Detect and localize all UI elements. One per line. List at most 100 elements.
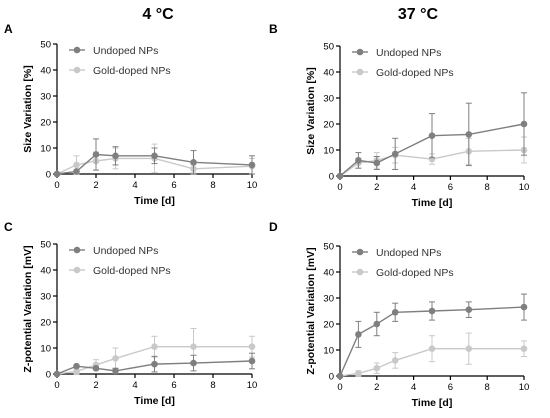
y-tick-label-b-30: 30 bbox=[323, 93, 334, 104]
x-tick-label-b-10: 10 bbox=[519, 182, 530, 193]
chart-c-zpotential-4c: 0 10 20 30 40 50 0 2 4 6 8 10 Time [d] Z-potential Va… bbox=[22, 239, 258, 407]
y-axis-title-c: Z-potential Variation [mV] bbox=[22, 245, 34, 372]
data-point-a-0-3 bbox=[112, 152, 119, 160]
data-point-c-1-1 bbox=[73, 368, 80, 375]
x-tick-label-a-10: 10 bbox=[247, 180, 258, 191]
data-point-b-0-5 bbox=[465, 131, 473, 138]
y-tick-label-b-10: 10 bbox=[323, 145, 334, 156]
x-tick-label-b-8: 8 bbox=[485, 182, 490, 193]
data-point-d-1-3 bbox=[391, 357, 399, 364]
x-tick-label-d-4: 4 bbox=[411, 382, 416, 393]
legend-entry-d-undoped: Undoped NPs bbox=[352, 247, 441, 259]
x-tick-label-d-10: 10 bbox=[519, 382, 530, 393]
legend-entry-c-gold-doped: Gold-doped NPs bbox=[69, 265, 171, 277]
data-point-b-0-3 bbox=[391, 150, 399, 158]
x-tick-label-b-2: 2 bbox=[374, 182, 379, 193]
x-tick-label-c-4: 4 bbox=[132, 380, 137, 391]
data-point-b-0-6 bbox=[520, 120, 528, 128]
y-tick-label-c-0: 0 bbox=[46, 369, 51, 380]
x-tick-label-c-8: 8 bbox=[210, 380, 215, 391]
y-tick-label-a-0: 0 bbox=[46, 169, 51, 180]
column-title-4c: 4 °C bbox=[142, 6, 174, 23]
data-point-d-1-6 bbox=[520, 345, 528, 352]
data-point-d-1-1 bbox=[355, 370, 362, 377]
data-point-c-1-6 bbox=[248, 343, 256, 350]
series-d-undoped bbox=[336, 293, 528, 380]
legend-marker-c-1 bbox=[73, 266, 81, 274]
data-point-a-0-1 bbox=[73, 168, 80, 175]
x-tick-label-b-6: 6 bbox=[448, 182, 453, 193]
legend-marker-d-1 bbox=[356, 268, 364, 276]
x-axis-title-c: Time [d] bbox=[134, 395, 175, 407]
series-c-undoped bbox=[53, 352, 256, 378]
data-point-c-1-3 bbox=[112, 355, 119, 362]
x-tick-label-a-6: 6 bbox=[171, 180, 176, 191]
x-tick-label-d-8: 8 bbox=[485, 382, 490, 393]
legend-marker-c-0 bbox=[73, 246, 81, 254]
legend-marker-d-0 bbox=[356, 248, 364, 256]
data-point-d-1-2 bbox=[373, 364, 381, 372]
data-point-d-1-5 bbox=[465, 345, 473, 352]
data-point-d-0-0 bbox=[336, 372, 344, 380]
x-tick-label-c-0: 0 bbox=[54, 380, 59, 391]
data-point-d-0-4 bbox=[428, 307, 436, 315]
series-a-undoped bbox=[53, 138, 256, 178]
legend-label-c-1: Gold-doped NPs bbox=[93, 265, 171, 277]
x-tick-label-c-10: 10 bbox=[247, 380, 258, 391]
y-tick-label-b-0: 0 bbox=[329, 171, 334, 182]
x-tick-label-d-0: 0 bbox=[337, 382, 342, 393]
legend-marker-b-0 bbox=[356, 48, 364, 56]
x-tick-label-d-2: 2 bbox=[374, 382, 379, 393]
legend-marker-a-1 bbox=[73, 66, 81, 74]
chart-b-size-37c: 0 10 20 30 40 50 0 2 4 6 8 10 Time [d] Size Variation… bbox=[305, 41, 530, 209]
y-tick-label-d-40: 40 bbox=[323, 267, 334, 278]
y-tick-label-c-10: 10 bbox=[40, 343, 51, 354]
data-point-c-0-2 bbox=[92, 364, 100, 372]
y-tick-label-c-20: 20 bbox=[40, 317, 51, 328]
x-tick-label-b-0: 0 bbox=[337, 182, 342, 193]
data-point-a-0-0 bbox=[53, 170, 61, 178]
y-axis-title-d: Z-potential Variation [mV] bbox=[305, 247, 317, 374]
data-point-b-0-0 bbox=[336, 172, 344, 180]
legend-marker-a-0 bbox=[73, 46, 81, 54]
data-point-d-0-3 bbox=[391, 309, 399, 316]
data-point-c-0-0 bbox=[53, 370, 61, 378]
y-axis-title-b: Size Variation [%] bbox=[305, 67, 317, 155]
data-point-c-1-5 bbox=[190, 343, 197, 350]
x-tick-label-a-8: 8 bbox=[210, 180, 215, 191]
y-tick-label-a-20: 20 bbox=[40, 117, 51, 128]
x-tick-label-d-6: 6 bbox=[448, 382, 453, 393]
legend-entry-a-gold-doped: Gold-doped NPs bbox=[69, 65, 171, 77]
data-point-d-0-2 bbox=[373, 320, 381, 328]
panel-letter-a: A bbox=[4, 22, 13, 36]
x-axis-title-d: Time [d] bbox=[412, 397, 453, 409]
y-axis-title-a: Size Variation [%] bbox=[22, 65, 34, 153]
y-tick-label-a-10: 10 bbox=[40, 143, 51, 154]
y-tick-label-b-40: 40 bbox=[323, 67, 334, 78]
data-point-c-0-4 bbox=[151, 360, 158, 368]
legend-entry-b-gold-doped: Gold-doped NPs bbox=[352, 67, 454, 79]
legend-label-b-0: Undoped NPs bbox=[376, 47, 441, 59]
data-point-d-0-6 bbox=[520, 303, 528, 311]
y-tick-label-a-30: 30 bbox=[40, 91, 51, 102]
panel-letter-d: D bbox=[269, 220, 278, 234]
y-tick-label-c-40: 40 bbox=[40, 265, 51, 276]
data-point-b-0-4 bbox=[428, 132, 436, 139]
data-point-d-0-5 bbox=[465, 306, 473, 313]
x-tick-label-c-2: 2 bbox=[93, 380, 98, 391]
legend-entry-b-undoped: Undoped NPs bbox=[352, 47, 441, 59]
data-point-b-0-2 bbox=[373, 159, 381, 167]
legend-label-b-1: Gold-doped NPs bbox=[376, 67, 454, 79]
y-tick-label-d-0: 0 bbox=[329, 371, 334, 382]
legend-marker-b-1 bbox=[356, 68, 364, 76]
data-point-c-0-3 bbox=[112, 367, 119, 375]
y-tick-label-d-50: 50 bbox=[323, 241, 334, 252]
y-tick-label-b-50: 50 bbox=[323, 41, 334, 52]
y-tick-label-a-50: 50 bbox=[40, 39, 51, 50]
legend-entry-d-gold-doped: Gold-doped NPs bbox=[352, 267, 454, 279]
x-tick-label-a-0: 0 bbox=[54, 180, 59, 191]
x-tick-label-b-4: 4 bbox=[411, 182, 416, 193]
panel-letter-b: B bbox=[269, 22, 278, 36]
panel-letter-c: C bbox=[4, 220, 13, 234]
y-tick-label-d-10: 10 bbox=[323, 345, 334, 356]
